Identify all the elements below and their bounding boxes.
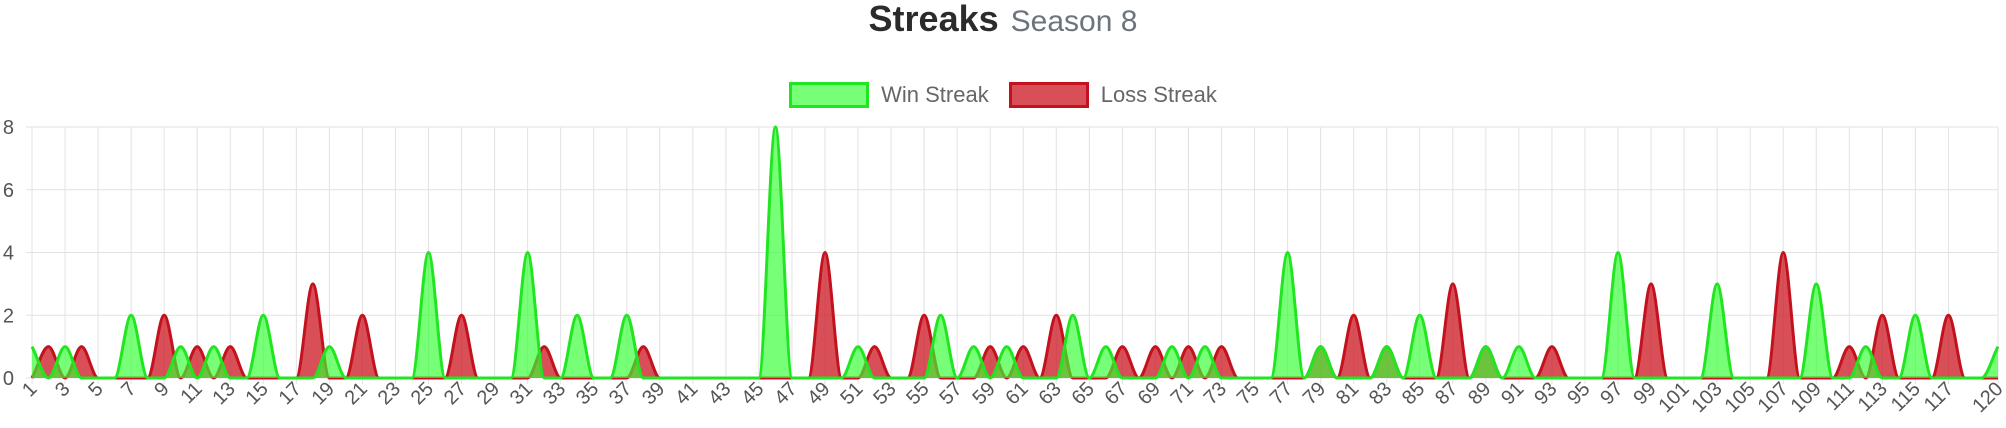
y-tick-label: 6 bbox=[3, 180, 14, 202]
legend-swatch-loss-streak bbox=[1008, 82, 1089, 108]
x-tick-label: 39 bbox=[638, 378, 669, 409]
x-tick-label: 13 bbox=[208, 378, 239, 409]
x-tick-label: 65 bbox=[1068, 378, 1099, 409]
x-tick-label: 57 bbox=[935, 378, 966, 409]
x-axis: 1 3 5 7 9 11 13 15 17 19 21 23 25 27 29 31 33 35 37 39 41 43 4… bbox=[18, 378, 2006, 417]
y-tick-label: 4 bbox=[3, 243, 14, 265]
x-tick-label: 73 bbox=[1200, 378, 1231, 409]
chart-series bbox=[30, 125, 2000, 380]
x-tick-label: 97 bbox=[1596, 378, 1627, 409]
x-tick-label: 23 bbox=[374, 378, 405, 409]
x-tick-label: 87 bbox=[1431, 378, 1462, 409]
legend-item-loss-streak[interactable]: Loss Streak bbox=[1008, 82, 1217, 108]
legend-label-loss-streak: Loss Streak bbox=[1100, 82, 1217, 107]
legend-swatch-win-streak bbox=[789, 82, 870, 108]
y-axis: 0 2 4 6 8 bbox=[3, 117, 14, 390]
x-tick-label: 107 bbox=[1754, 378, 1793, 417]
x-tick-label: 51 bbox=[836, 378, 867, 409]
chart-legend: Win Streak Loss Streak bbox=[0, 80, 2006, 110]
x-tick-label: 27 bbox=[440, 378, 471, 409]
x-tick-label: 115 bbox=[1887, 378, 1925, 416]
x-tick-label: 91 bbox=[1497, 378, 1528, 409]
x-tick-label: 85 bbox=[1398, 378, 1429, 409]
y-tick-label: 8 bbox=[3, 117, 14, 139]
x-tick-label: 109 bbox=[1787, 378, 1826, 417]
x-tick-label: 3 bbox=[51, 378, 74, 401]
x-tick-label: 33 bbox=[539, 378, 570, 409]
x-tick-label: 69 bbox=[1134, 378, 1165, 409]
x-tick-label: 77 bbox=[1266, 378, 1297, 409]
x-tick-label: 103 bbox=[1688, 378, 1727, 417]
x-tick-label: 1 bbox=[18, 378, 41, 401]
x-tick-label: 99 bbox=[1629, 378, 1660, 409]
x-tick-label: 71 bbox=[1167, 378, 1198, 409]
x-tick-label: 93 bbox=[1530, 378, 1561, 409]
series-area-loss-streak bbox=[32, 252, 1998, 378]
x-tick-label: 37 bbox=[605, 378, 636, 409]
y-tick-label: 0 bbox=[3, 368, 14, 390]
x-tick-label: 95 bbox=[1563, 378, 1594, 409]
x-tick-label: 35 bbox=[572, 378, 603, 409]
x-tick-label: 81 bbox=[1332, 378, 1363, 409]
x-tick-label: 15 bbox=[242, 378, 273, 409]
x-tick-label: 17 bbox=[275, 378, 306, 409]
chart-header: Streaks Season 8 bbox=[0, 0, 2006, 38]
x-tick-label: 101 bbox=[1654, 378, 1693, 417]
x-tick-label: 113 bbox=[1854, 378, 1892, 416]
x-tick-label: 45 bbox=[737, 378, 768, 409]
chart-subtitle: Season 8 bbox=[1010, 5, 1138, 38]
x-tick-label: 67 bbox=[1101, 378, 1132, 409]
x-tick-label: 5 bbox=[84, 378, 107, 401]
y-tick-label: 2 bbox=[3, 305, 14, 327]
x-tick-label: 75 bbox=[1233, 378, 1264, 409]
x-tick-label: 49 bbox=[803, 378, 834, 409]
x-tick-label: 47 bbox=[770, 378, 801, 409]
x-tick-label: 89 bbox=[1464, 378, 1495, 409]
x-tick-label: 43 bbox=[704, 378, 735, 409]
chart-title: Streaks bbox=[868, 0, 999, 39]
x-tick-label: 21 bbox=[341, 378, 372, 409]
x-tick-label: 53 bbox=[869, 378, 900, 409]
x-tick-label: 120 bbox=[1968, 378, 2006, 417]
x-tick-label: 29 bbox=[473, 378, 504, 409]
legend-label-win-streak: Win Streak bbox=[881, 82, 989, 107]
x-tick-label: 79 bbox=[1299, 378, 1330, 409]
series-area-win-streak bbox=[32, 127, 1998, 378]
x-tick-label: 111 bbox=[1822, 378, 1859, 415]
x-tick-label: 83 bbox=[1365, 378, 1396, 409]
x-tick-label: 63 bbox=[1035, 378, 1066, 409]
x-tick-label: 7 bbox=[117, 378, 140, 401]
x-tick-label: 31 bbox=[506, 378, 537, 409]
x-tick-label: 105 bbox=[1721, 378, 1760, 417]
x-tick-label: 55 bbox=[902, 378, 933, 409]
x-tick-label: 25 bbox=[407, 378, 438, 409]
x-tick-label: 117 bbox=[1920, 378, 1958, 416]
legend-item-win-streak[interactable]: Win Streak bbox=[789, 82, 989, 108]
x-tick-label: 59 bbox=[968, 378, 999, 409]
x-tick-label: 19 bbox=[308, 378, 339, 409]
x-tick-label: 9 bbox=[150, 378, 173, 401]
x-tick-label: 41 bbox=[671, 378, 702, 409]
x-tick-label: 61 bbox=[1002, 378, 1033, 409]
x-tick-label: 11 bbox=[177, 378, 207, 408]
